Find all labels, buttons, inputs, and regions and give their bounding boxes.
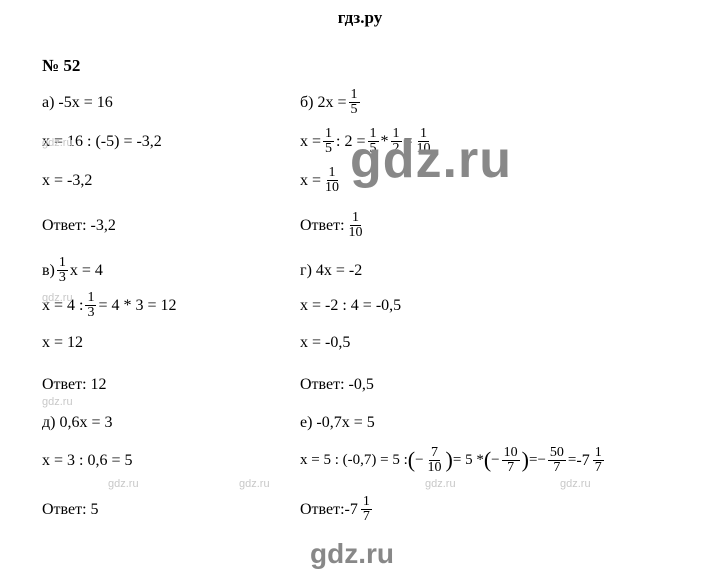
problem-v-eq: в) 13 x = 4 bbox=[42, 256, 300, 285]
text: б) 2x = bbox=[300, 94, 347, 112]
fraction: 15 bbox=[368, 127, 379, 156]
text: = 4 * 3 = 12 bbox=[98, 297, 176, 315]
problem-a-eq: а) -5x = 16 bbox=[42, 90, 300, 116]
text: = 5 * bbox=[453, 452, 484, 469]
v-step2: x = 12 bbox=[42, 330, 300, 356]
watermark-med: gdz.ru bbox=[310, 538, 394, 570]
g-step2: x = -0,5 bbox=[300, 330, 700, 356]
text: x = 5 : (-0,7) = 5 : bbox=[300, 452, 408, 469]
problem-d-eq: д) 0,6x = 3 bbox=[42, 410, 300, 436]
problem-g-eq: г) 4x = -2 bbox=[300, 258, 700, 284]
site-header: гдз.ру bbox=[0, 0, 720, 28]
fraction: 110 bbox=[347, 211, 365, 240]
e-answer: Ответ: -7 17 bbox=[300, 495, 700, 524]
fraction: 15 bbox=[349, 88, 360, 117]
problem-number: № 52 bbox=[42, 56, 80, 76]
solution-content: а) -5x = 16 б) 2x = 15 x = 16 : (-5) = -… bbox=[42, 88, 700, 530]
fraction: 110 bbox=[415, 127, 433, 156]
text: x = 4 : bbox=[42, 297, 83, 315]
text: x = bbox=[300, 133, 321, 151]
fraction: 13 bbox=[85, 291, 96, 320]
d-step1: x = 3 : 0,6 = 5 bbox=[42, 448, 300, 474]
fraction: 507 bbox=[548, 446, 566, 475]
a-step2: x = -3,2 bbox=[42, 168, 300, 194]
v-answer: Ответ: 12 bbox=[42, 372, 300, 398]
text: Ответ: bbox=[300, 217, 345, 235]
g-answer: Ответ: -0,5 bbox=[300, 372, 700, 398]
text: Ответ: bbox=[300, 501, 345, 519]
e-step1: x = 5 : (-0,7) = 5 : ( − 710 ) = 5 * ( −… bbox=[300, 446, 700, 475]
mixed-number: -7 17 bbox=[345, 495, 374, 524]
fraction: 12 bbox=[391, 127, 402, 156]
a-answer: Ответ: -3,2 bbox=[42, 213, 300, 239]
text: − bbox=[491, 452, 499, 469]
problem-b-eq: б) 2x = 15 bbox=[300, 88, 700, 117]
g-step1: x = -2 : 4 = -0,5 bbox=[300, 293, 700, 319]
text: = bbox=[529, 452, 537, 469]
b-answer: Ответ: 110 bbox=[300, 211, 700, 240]
fraction: 15 bbox=[323, 127, 334, 156]
a-step1: x = 16 : (-5) = -3,2 bbox=[42, 129, 300, 155]
text: x = 4 bbox=[70, 262, 103, 280]
v-step1: x = 4 : 13 = 4 * 3 = 12 bbox=[42, 291, 300, 320]
text: = bbox=[568, 452, 576, 469]
fraction: 110 bbox=[323, 166, 341, 195]
text: * bbox=[381, 133, 389, 151]
fraction: 710 bbox=[426, 446, 444, 475]
b-step2: x = 110 bbox=[300, 166, 700, 195]
problem-e-eq: е) -0,7x = 5 bbox=[300, 410, 700, 436]
fraction: 107 bbox=[502, 446, 520, 475]
b-step1: x = 15 : 2 = 15 * 12 = 110 bbox=[300, 127, 700, 156]
text: − bbox=[537, 452, 545, 469]
text: : 2 = bbox=[336, 133, 365, 151]
text: x = bbox=[300, 172, 321, 190]
text: = bbox=[404, 133, 413, 151]
text: − bbox=[415, 452, 423, 469]
mixed-number: -7 17 bbox=[576, 446, 605, 475]
d-answer: Ответ: 5 bbox=[42, 497, 300, 523]
text: в) bbox=[42, 262, 55, 280]
fraction: 13 bbox=[57, 256, 68, 285]
